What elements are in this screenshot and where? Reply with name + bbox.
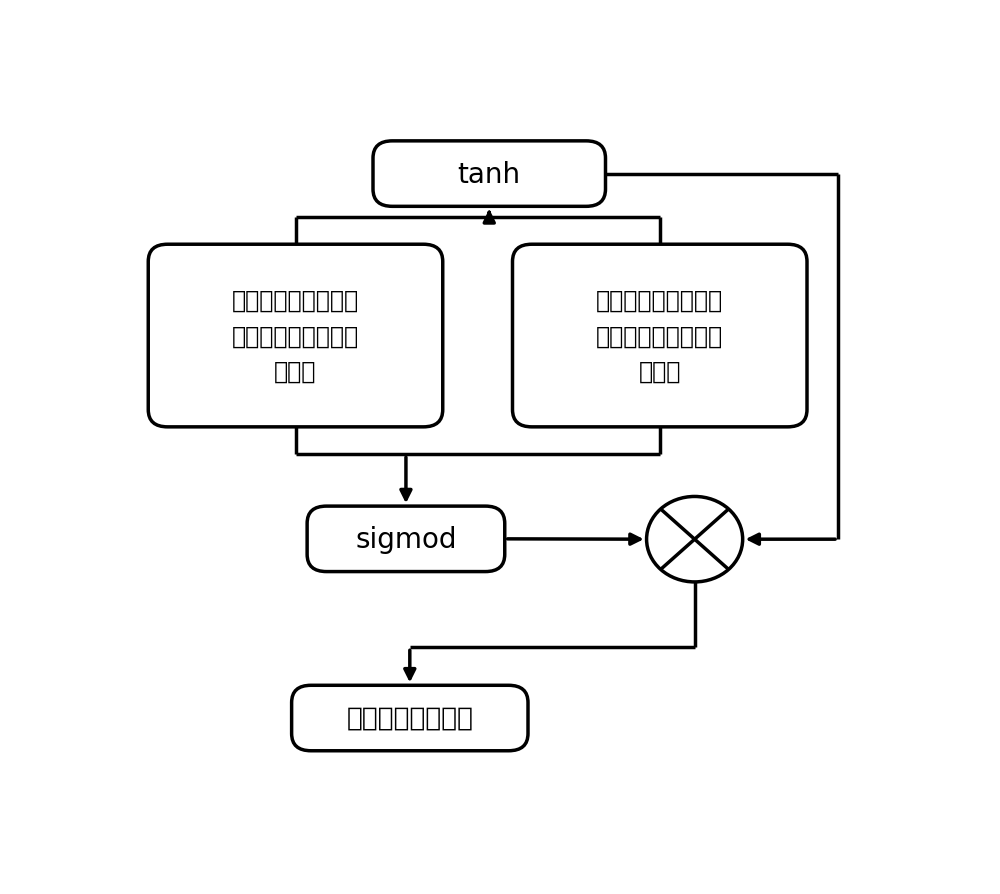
Text: 右子节点（列的特征
向量，数据表的特征
向量）: 右子节点（列的特征 向量，数据表的特征 向量） — [596, 289, 723, 384]
FancyBboxPatch shape — [512, 245, 807, 427]
Text: tanh: tanh — [458, 160, 521, 189]
FancyBboxPatch shape — [307, 507, 505, 572]
Text: 连接树的特征向量: 连接树的特征向量 — [346, 705, 473, 731]
FancyBboxPatch shape — [148, 245, 443, 427]
Text: sigmod: sigmod — [355, 526, 457, 553]
FancyBboxPatch shape — [373, 141, 606, 207]
FancyBboxPatch shape — [292, 686, 528, 751]
Text: 左子节点（列的特征
向量，数据表的特征
向量）: 左子节点（列的特征 向量，数据表的特征 向量） — [232, 289, 359, 384]
